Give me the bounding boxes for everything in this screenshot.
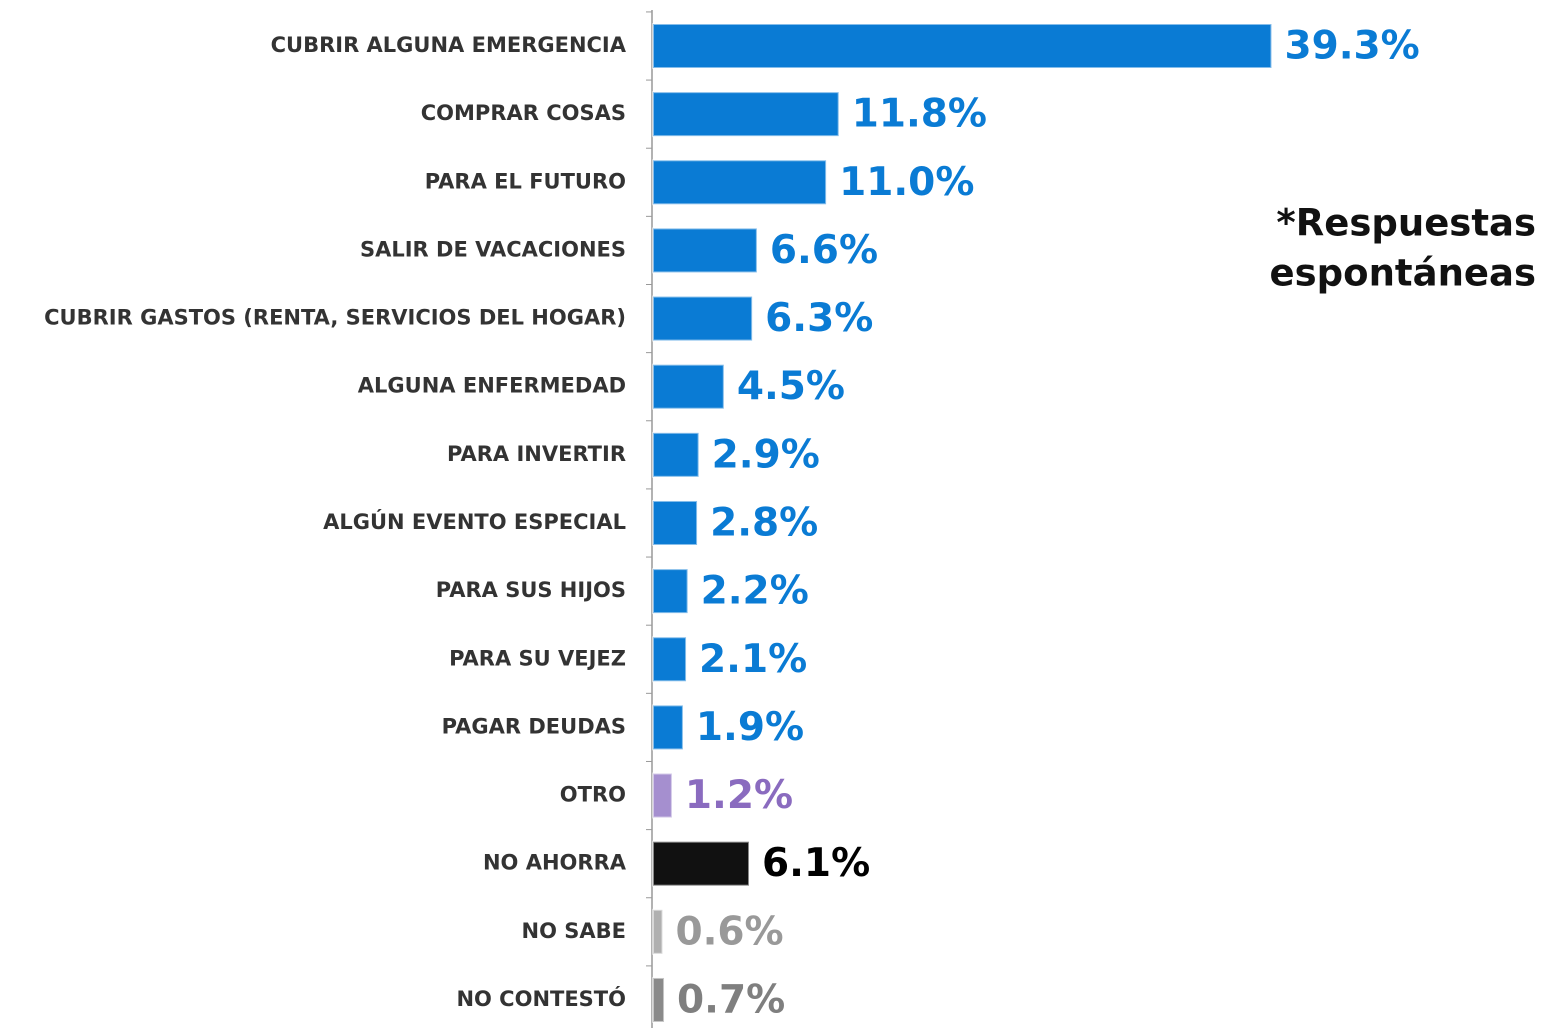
value-label: 1.9% xyxy=(696,705,804,750)
value-label: 6.3% xyxy=(765,296,873,341)
value-label: 6.1% xyxy=(762,841,870,886)
value-label: 0.7% xyxy=(677,977,785,1022)
bar xyxy=(652,431,700,478)
bar xyxy=(652,568,689,615)
bar xyxy=(652,227,758,274)
bar xyxy=(652,976,666,1023)
value-label: 39.3% xyxy=(1284,24,1419,69)
annotation: espontáneas xyxy=(1270,252,1536,295)
category-label: ALGÚN EVENTO ESPECIAL xyxy=(323,509,626,534)
bar xyxy=(652,704,684,751)
category-label: PAGAR DEUDAS xyxy=(442,714,626,738)
bar xyxy=(652,499,699,546)
category-label: NO AHORRA xyxy=(483,851,627,875)
category-label: CUBRIR GASTOS (RENTA, SERVICIOS DEL HOGA… xyxy=(44,306,626,330)
category-label: SALIR DE VACACIONES xyxy=(360,237,626,261)
value-label: 2.9% xyxy=(712,432,820,477)
bar xyxy=(652,363,725,410)
category-label: NO CONTESTÓ xyxy=(456,986,626,1011)
value-label: 1.2% xyxy=(685,773,793,818)
bar xyxy=(652,772,673,819)
bar xyxy=(652,91,840,138)
annotation: *Respuestas xyxy=(1276,202,1536,245)
bar xyxy=(652,159,828,206)
bar xyxy=(652,908,664,955)
category-label: PARA SU VEJEZ xyxy=(449,646,626,670)
category-label: PARA EL FUTURO xyxy=(425,169,626,193)
bar xyxy=(652,23,1273,69)
value-label: 2.1% xyxy=(699,637,807,682)
bar xyxy=(652,295,754,342)
value-label: 6.6% xyxy=(770,228,878,273)
value-label: 2.2% xyxy=(701,569,809,614)
category-label: NO SABE xyxy=(522,919,626,943)
value-label: 11.8% xyxy=(852,92,987,137)
category-label: PARA SUS HIJOS xyxy=(436,578,626,602)
category-label: PARA INVERTIR xyxy=(447,442,626,466)
bar xyxy=(652,840,750,887)
value-label: 4.5% xyxy=(737,364,845,409)
category-label: COMPRAR COSAS xyxy=(421,101,626,125)
bar xyxy=(652,636,688,683)
value-label: 0.6% xyxy=(675,909,783,954)
value-label: 11.0% xyxy=(839,160,974,205)
value-label: 2.8% xyxy=(710,500,818,545)
category-label: OTRO xyxy=(560,783,626,807)
category-label: CUBRIR ALGUNA EMERGENCIA xyxy=(271,33,627,57)
category-label: ALGUNA ENFERMEDAD xyxy=(358,374,626,398)
